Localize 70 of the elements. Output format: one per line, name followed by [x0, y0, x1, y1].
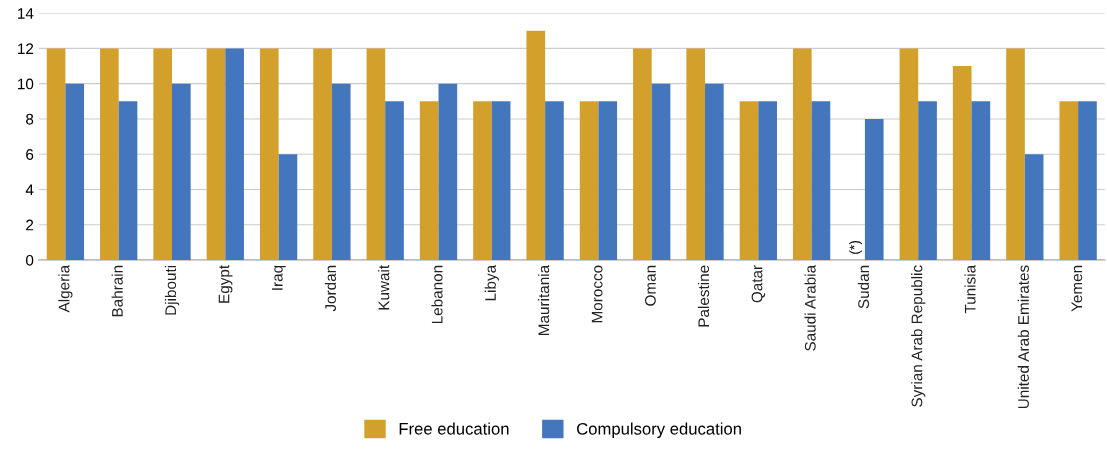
bar [1078, 101, 1097, 261]
bar [792, 48, 812, 261]
bar [366, 48, 386, 261]
x-tick-label: Yemen [1071, 265, 1083, 312]
x-tick-label: Saudi Arabia [804, 264, 816, 351]
x-tick-label: Mauritania [537, 264, 550, 335]
bar [331, 83, 351, 261]
bar [259, 48, 279, 261]
bar [118, 101, 138, 261]
bar [225, 48, 244, 261]
bar [1006, 48, 1025, 261]
x-tick-label: Jordan [324, 265, 337, 312]
x-tick-label: Tunisia [964, 264, 976, 314]
bar [651, 83, 671, 261]
bar [686, 48, 706, 261]
bar [438, 83, 458, 261]
bar [705, 83, 724, 261]
x-tick-label: Djibouti [164, 265, 180, 315]
x-tick-label: Oman [645, 265, 656, 306]
bar [899, 48, 919, 261]
x-tick-label: United Arab Emirates [1017, 265, 1029, 409]
x-tick-label: Morocco [591, 265, 603, 323]
x-tick-label: Libya [484, 264, 499, 301]
x-tick-label: Sudan [857, 265, 870, 309]
bar [100, 48, 119, 261]
bar [739, 101, 759, 261]
bar [46, 48, 66, 261]
bar [758, 101, 777, 261]
y-tick-label: 6 [26, 149, 34, 160]
bar [918, 101, 937, 261]
legend-label: Compulsory education [577, 422, 741, 438]
bar [579, 101, 599, 261]
bar [811, 101, 831, 261]
x-tick-label: Kuwait [378, 264, 390, 310]
x-tick-label: Qatar [751, 265, 766, 303]
x-tick-label: Palestine [697, 265, 710, 327]
bar [385, 101, 404, 261]
y-tick-label: 4 [25, 184, 34, 196]
bar [419, 101, 439, 261]
bar [153, 48, 172, 261]
legend-label: Free education [399, 422, 509, 435]
bar [864, 118, 884, 261]
bar [278, 154, 298, 261]
x-tick-label: Egypt [218, 264, 233, 303]
y-tick-label: 2 [26, 219, 34, 231]
x-tick-label: Algeria [58, 264, 73, 313]
y-tick-label: 12 [18, 43, 34, 54]
bar [1024, 154, 1044, 261]
bar [172, 83, 191, 261]
y-tick-label: 10 [18, 78, 34, 90]
bar [952, 66, 972, 261]
bar [633, 48, 652, 261]
annotation: (*) [849, 240, 863, 254]
y-tick-label: 14 [18, 8, 34, 19]
bar [313, 48, 332, 261]
bar [473, 101, 492, 261]
x-tick-label: Syrian Arab Republic [911, 265, 926, 407]
x-tick-label: Bahrain [111, 265, 123, 317]
y-tick-label: 8 [26, 113, 34, 125]
bar [545, 101, 564, 261]
bar [1059, 101, 1079, 261]
bar [526, 30, 546, 261]
x-tick-label: Lebanon [431, 265, 443, 324]
bar [206, 48, 226, 261]
bar [491, 101, 511, 261]
bar [971, 101, 991, 261]
bar [65, 83, 85, 261]
x-tick-label: Iraq [272, 265, 286, 290]
bar [598, 101, 618, 261]
y-tick-label: 0 [25, 254, 34, 266]
